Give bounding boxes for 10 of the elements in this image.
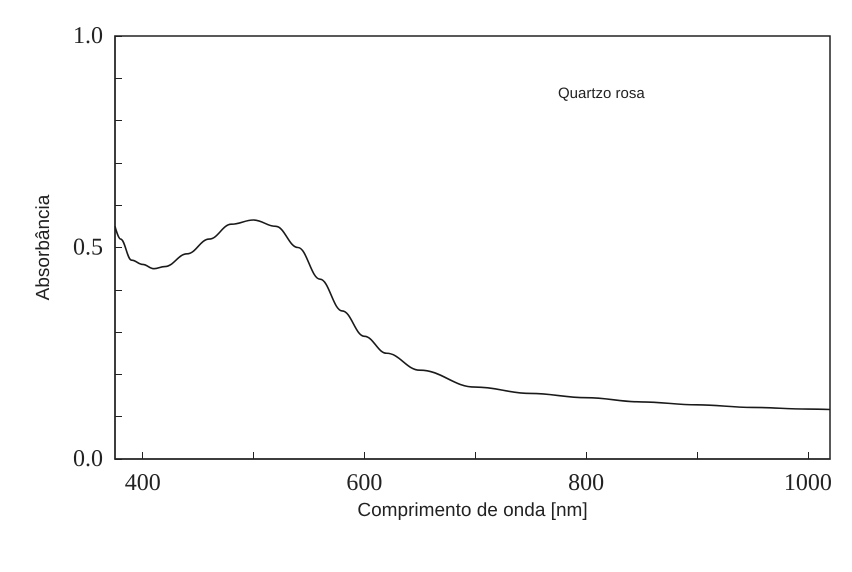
x-tick-label: 400 bbox=[124, 470, 161, 496]
x-tick-label: 600 bbox=[346, 470, 382, 496]
x-tick-label: 1000 bbox=[784, 470, 832, 496]
y-axis-title: Absorbância bbox=[33, 194, 54, 300]
y-tick-label: 0.0 bbox=[73, 446, 103, 472]
y-tick-label: 0.5 bbox=[73, 234, 103, 260]
y-tick-label: 1.0 bbox=[73, 23, 103, 49]
x-tick-label: 800 bbox=[568, 470, 604, 496]
annotation: Quartzo rosa bbox=[558, 85, 646, 102]
x-axis-title: Comprimento de onda [nm] bbox=[357, 500, 588, 521]
